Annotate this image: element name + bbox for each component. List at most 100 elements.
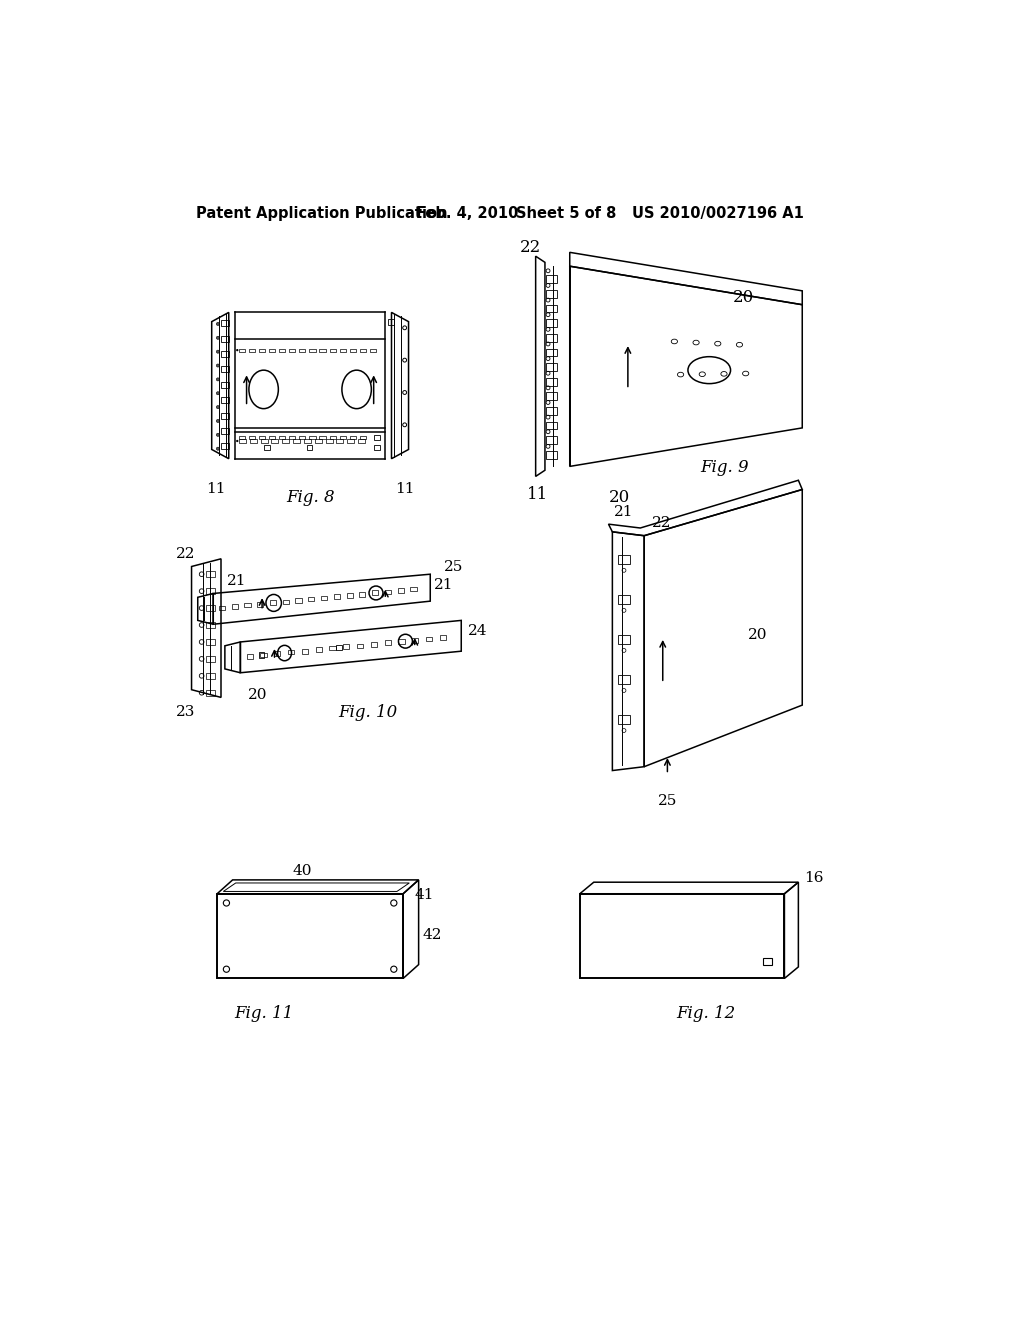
Bar xyxy=(269,348,275,352)
Bar xyxy=(617,635,630,644)
Bar xyxy=(206,690,215,696)
Bar xyxy=(319,348,326,352)
Bar xyxy=(343,644,349,649)
Bar xyxy=(259,652,264,657)
Bar xyxy=(274,651,281,656)
Bar xyxy=(257,602,263,607)
Text: 42: 42 xyxy=(423,928,442,942)
Bar xyxy=(270,601,276,605)
Bar xyxy=(337,644,342,649)
Bar xyxy=(546,392,557,400)
Bar xyxy=(371,642,377,647)
Bar xyxy=(546,276,557,284)
Bar xyxy=(269,436,275,440)
Ellipse shape xyxy=(216,337,219,339)
Bar xyxy=(221,428,228,434)
Ellipse shape xyxy=(216,447,219,450)
Bar xyxy=(372,590,378,595)
Text: 20: 20 xyxy=(608,490,630,507)
Bar xyxy=(289,348,295,352)
Bar xyxy=(546,437,557,444)
Bar xyxy=(349,348,356,352)
Bar xyxy=(288,649,294,655)
Ellipse shape xyxy=(216,364,219,367)
Bar xyxy=(250,440,257,444)
Bar xyxy=(334,594,340,599)
Text: 23: 23 xyxy=(176,705,196,719)
Bar xyxy=(315,647,322,652)
Text: 41: 41 xyxy=(415,887,434,902)
Bar xyxy=(346,594,352,598)
Bar xyxy=(546,305,557,313)
Bar xyxy=(326,440,333,444)
Bar xyxy=(359,348,366,352)
Bar xyxy=(259,436,265,440)
Bar xyxy=(307,445,312,450)
Bar xyxy=(359,436,366,440)
Text: 11: 11 xyxy=(206,482,225,496)
Bar xyxy=(309,348,315,352)
Bar xyxy=(206,605,215,611)
Bar xyxy=(319,436,326,440)
Bar xyxy=(314,440,322,444)
Bar xyxy=(546,348,557,356)
Bar xyxy=(206,622,215,628)
Text: 25: 25 xyxy=(657,793,677,808)
Bar xyxy=(411,586,417,591)
Bar xyxy=(206,589,215,594)
Bar xyxy=(206,572,215,577)
Bar xyxy=(221,381,228,388)
Text: US 2010/0027196 A1: US 2010/0027196 A1 xyxy=(632,206,804,222)
Bar xyxy=(370,348,376,352)
Bar xyxy=(546,319,557,327)
Bar xyxy=(296,598,302,603)
Bar xyxy=(321,595,328,601)
Ellipse shape xyxy=(237,348,239,351)
Bar xyxy=(221,367,228,372)
Bar xyxy=(412,638,419,643)
Bar xyxy=(546,334,557,342)
Ellipse shape xyxy=(216,405,219,409)
Text: 22: 22 xyxy=(176,548,196,561)
Text: 40: 40 xyxy=(293,865,312,879)
Bar xyxy=(249,436,255,440)
Bar xyxy=(247,655,253,659)
Bar xyxy=(546,407,557,414)
Text: Fig. 12: Fig. 12 xyxy=(676,1006,735,1023)
Ellipse shape xyxy=(216,433,219,437)
Bar xyxy=(617,595,630,605)
Bar xyxy=(439,635,446,640)
Bar xyxy=(546,451,557,459)
Bar xyxy=(206,673,215,678)
Bar xyxy=(221,397,228,404)
Text: 20: 20 xyxy=(732,289,754,306)
Bar xyxy=(221,335,228,342)
Bar xyxy=(299,436,305,440)
Bar xyxy=(347,440,354,444)
Bar xyxy=(617,675,630,684)
Bar xyxy=(388,318,394,325)
Text: 21: 21 xyxy=(434,578,454,593)
Text: Fig. 9: Fig. 9 xyxy=(700,459,750,475)
Bar xyxy=(398,639,404,644)
Bar xyxy=(546,290,557,298)
Text: 24: 24 xyxy=(467,624,487,639)
Bar xyxy=(304,440,311,444)
Bar xyxy=(280,348,286,352)
Bar xyxy=(206,639,215,645)
Bar xyxy=(302,649,308,653)
Ellipse shape xyxy=(216,322,219,326)
Bar xyxy=(245,603,251,607)
Bar xyxy=(375,445,380,450)
Bar xyxy=(357,644,364,648)
Bar xyxy=(221,351,228,358)
Bar xyxy=(221,321,228,326)
Bar xyxy=(271,440,279,444)
Text: 25: 25 xyxy=(444,561,464,574)
Bar xyxy=(221,413,228,418)
Bar xyxy=(617,715,630,725)
Bar xyxy=(546,422,557,429)
Bar xyxy=(221,444,228,449)
Bar xyxy=(299,348,305,352)
Ellipse shape xyxy=(216,350,219,354)
